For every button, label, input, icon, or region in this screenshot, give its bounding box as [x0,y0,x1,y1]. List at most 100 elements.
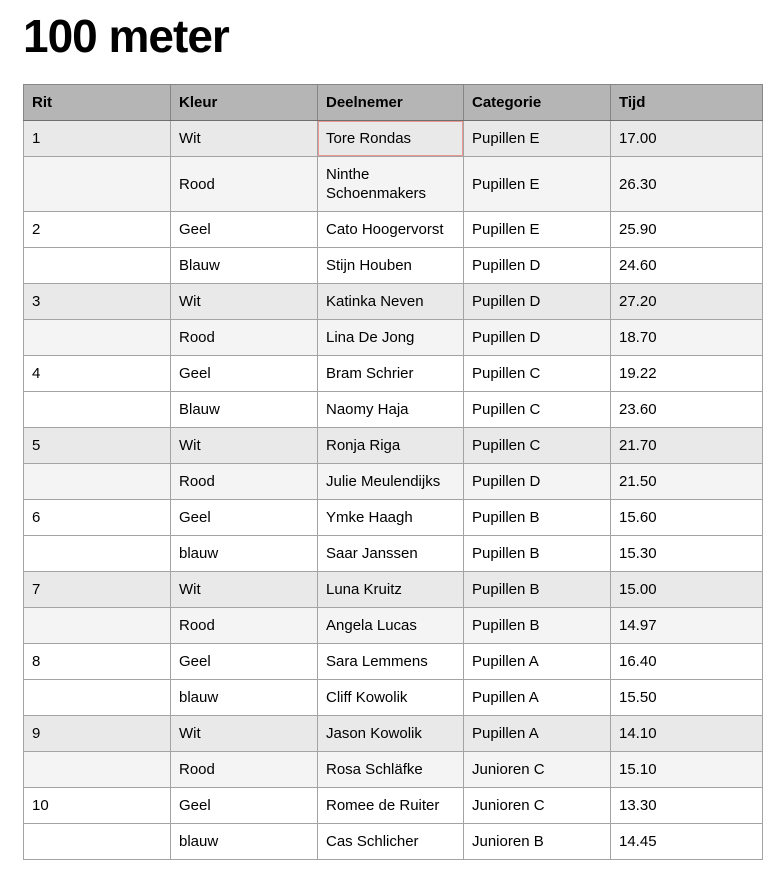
cell-tijd[interactable]: 23.60 [610,391,763,429]
cell-categorie[interactable]: Pupillen C [463,391,611,429]
cell-kleur[interactable]: Geel [170,355,318,393]
cell-tijd[interactable]: 16.40 [610,643,763,681]
cell-deelnemer[interactable]: Rosa Schläfke [317,751,464,789]
cell-categorie[interactable]: Pupillen A [463,715,611,753]
cell-categorie[interactable]: Pupillen D [463,247,611,285]
cell-categorie[interactable]: Pupillen A [463,679,611,717]
cell-deelnemer[interactable]: Stijn Houben [317,247,464,285]
cell-tijd[interactable]: 13.30 [610,787,763,825]
cell-deelnemer[interactable]: Ronja Riga [317,427,464,465]
cell-kleur[interactable]: Rood [170,751,318,789]
cell-deelnemer[interactable]: Cas Schlicher [317,823,464,861]
cell-kleur[interactable]: Wit [170,571,318,609]
cell-categorie[interactable]: Pupillen D [463,283,611,321]
cell-kleur[interactable]: Rood [170,463,318,501]
cell-categorie[interactable]: Junioren B [463,823,611,861]
cell-tijd[interactable]: 15.10 [610,751,763,789]
cell-rit[interactable] [23,823,171,861]
cell-tijd[interactable]: 21.50 [610,463,763,501]
cell-deelnemer[interactable]: Cliff Kowolik [317,679,464,717]
cell-kleur[interactable]: Geel [170,787,318,825]
cell-categorie[interactable]: Pupillen B [463,535,611,573]
cell-rit[interactable] [23,463,171,501]
cell-kleur[interactable]: Wit [170,283,318,321]
cell-tijd[interactable]: 15.50 [610,679,763,717]
cell-categorie[interactable]: Pupillen D [463,463,611,501]
cell-rit[interactable]: 7 [23,571,171,609]
cell-rit[interactable]: 1 [23,120,171,158]
cell-rit[interactable] [23,679,171,717]
cell-kleur[interactable]: Rood [170,319,318,357]
cell-tijd[interactable]: 15.00 [610,571,763,609]
cell-deelnemer-selected[interactable]: Tore Rondas [317,120,464,158]
cell-deelnemer[interactable]: Naomy Haja [317,391,464,429]
cell-rit[interactable]: 9 [23,715,171,753]
cell-rit[interactable] [23,319,171,357]
cell-tijd[interactable]: 14.10 [610,715,763,753]
cell-kleur[interactable]: Blauw [170,247,318,285]
cell-kleur[interactable]: Blauw [170,391,318,429]
cell-categorie[interactable]: Pupillen C [463,427,611,465]
cell-kleur[interactable]: Rood [170,156,318,213]
cell-deelnemer[interactable]: Lina De Jong [317,319,464,357]
cell-categorie[interactable]: Pupillen E [463,120,611,158]
cell-rit[interactable] [23,247,171,285]
cell-tijd[interactable]: 26.30 [610,156,763,213]
cell-rit[interactable] [23,156,171,213]
cell-tijd[interactable]: 15.60 [610,499,763,537]
cell-rit[interactable] [23,751,171,789]
cell-deelnemer[interactable]: Luna Kruitz [317,571,464,609]
cell-categorie[interactable]: Pupillen B [463,499,611,537]
cell-tijd[interactable]: 17.00 [610,120,763,158]
cell-kleur[interactable]: blauw [170,679,318,717]
cell-rit[interactable]: 3 [23,283,171,321]
cell-rit[interactable] [23,391,171,429]
cell-kleur[interactable]: Geel [170,211,318,249]
cell-tijd[interactable]: 18.70 [610,319,763,357]
cell-deelnemer[interactable]: Sara Lemmens [317,643,464,681]
cell-deelnemer[interactable]: Ymke Haagh [317,499,464,537]
cell-kleur[interactable]: blauw [170,823,318,861]
cell-tijd[interactable]: 14.97 [610,607,763,645]
cell-tijd[interactable]: 19.22 [610,355,763,393]
cell-kleur[interactable]: Wit [170,120,318,158]
cell-rit[interactable] [23,607,171,645]
cell-tijd[interactable]: 14.45 [610,823,763,861]
cell-kleur[interactable]: Geel [170,499,318,537]
cell-tijd[interactable]: 15.30 [610,535,763,573]
cell-deelnemer[interactable]: Romee de Ruiter [317,787,464,825]
cell-deelnemer[interactable]: Cato Hoogervorst [317,211,464,249]
cell-rit[interactable] [23,535,171,573]
cell-deelnemer[interactable]: Saar Janssen [317,535,464,573]
cell-kleur[interactable]: blauw [170,535,318,573]
cell-deelnemer[interactable]: Angela Lucas [317,607,464,645]
cell-rit[interactable]: 4 [23,355,171,393]
cell-categorie[interactable]: Junioren C [463,787,611,825]
cell-tijd[interactable]: 25.90 [610,211,763,249]
cell-categorie[interactable]: Pupillen B [463,571,611,609]
cell-tijd[interactable]: 24.60 [610,247,763,285]
cell-deelnemer[interactable]: Ninthe Schoenmakers [317,156,464,213]
cell-tijd[interactable]: 21.70 [610,427,763,465]
cell-rit[interactable]: 6 [23,499,171,537]
cell-categorie[interactable]: Pupillen D [463,319,611,357]
cell-deelnemer[interactable]: Katinka Neven [317,283,464,321]
cell-categorie[interactable]: Pupillen B [463,607,611,645]
cell-kleur[interactable]: Geel [170,643,318,681]
cell-deelnemer[interactable]: Julie Meulendijks [317,463,464,501]
cell-rit[interactable]: 2 [23,211,171,249]
cell-kleur[interactable]: Rood [170,607,318,645]
cell-rit[interactable]: 10 [23,787,171,825]
cell-categorie[interactable]: Pupillen E [463,211,611,249]
cell-categorie[interactable]: Pupillen E [463,156,611,213]
cell-tijd[interactable]: 27.20 [610,283,763,321]
cell-deelnemer[interactable]: Jason Kowolik [317,715,464,753]
cell-rit[interactable]: 8 [23,643,171,681]
cell-kleur[interactable]: Wit [170,715,318,753]
cell-rit[interactable]: 5 [23,427,171,465]
cell-categorie[interactable]: Pupillen C [463,355,611,393]
cell-kleur[interactable]: Wit [170,427,318,465]
cell-categorie[interactable]: Pupillen A [463,643,611,681]
cell-categorie[interactable]: Junioren C [463,751,611,789]
cell-deelnemer[interactable]: Bram Schrier [317,355,464,393]
